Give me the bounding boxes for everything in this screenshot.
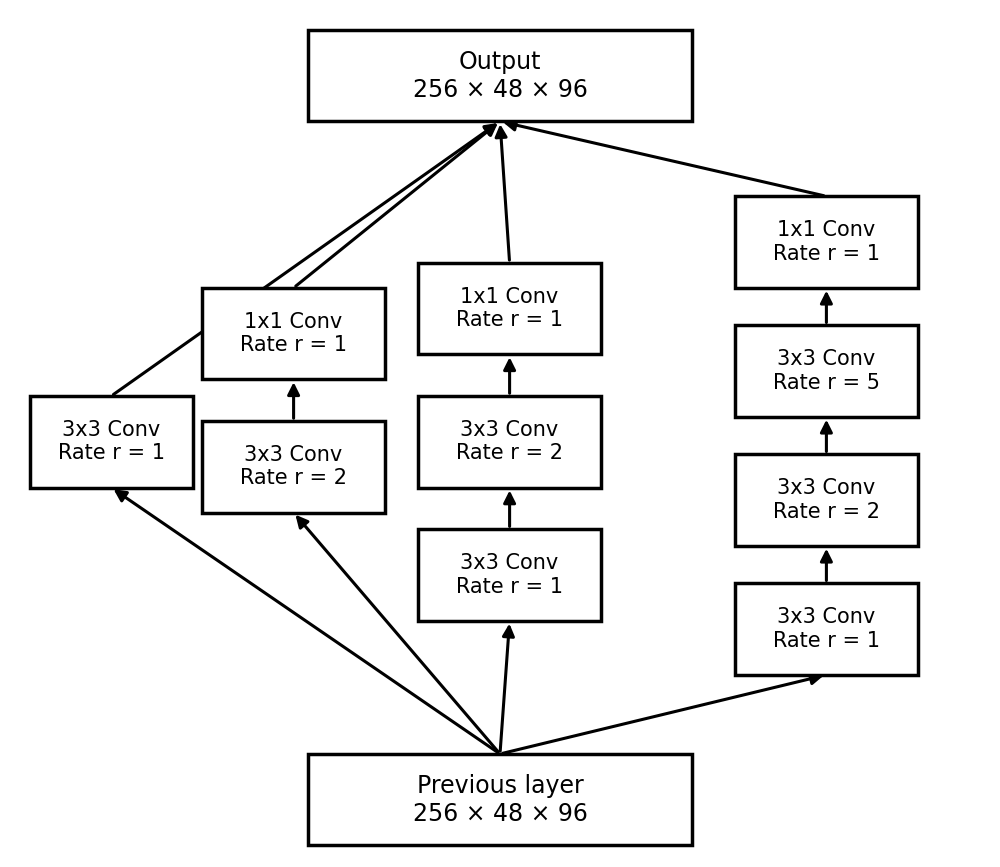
FancyBboxPatch shape [202,421,385,512]
Text: Output
256 × 48 × 96: Output 256 × 48 × 96 [413,49,587,101]
Text: 1x1 Conv
Rate r = 1: 1x1 Conv Rate r = 1 [240,312,347,355]
FancyBboxPatch shape [735,583,918,675]
Text: 3x3 Conv
Rate r = 5: 3x3 Conv Rate r = 5 [773,349,880,393]
FancyBboxPatch shape [735,454,918,546]
Text: 1x1 Conv
Rate r = 1: 1x1 Conv Rate r = 1 [773,220,880,264]
FancyBboxPatch shape [308,754,692,845]
FancyBboxPatch shape [418,396,601,487]
FancyBboxPatch shape [735,325,918,417]
Text: 3x3 Conv
Rate r = 2: 3x3 Conv Rate r = 2 [240,445,347,488]
FancyBboxPatch shape [30,396,193,487]
Text: 3x3 Conv
Rate r = 1: 3x3 Conv Rate r = 1 [773,608,880,651]
Text: 1x1 Conv
Rate r = 1: 1x1 Conv Rate r = 1 [456,287,563,330]
Text: 3x3 Conv
Rate r = 2: 3x3 Conv Rate r = 2 [456,420,563,464]
FancyBboxPatch shape [418,529,601,621]
FancyBboxPatch shape [308,29,692,121]
Text: 3x3 Conv
Rate r = 1: 3x3 Conv Rate r = 1 [58,420,165,464]
Text: Previous layer
256 × 48 × 96: Previous layer 256 × 48 × 96 [413,774,587,825]
FancyBboxPatch shape [202,288,385,380]
FancyBboxPatch shape [418,263,601,355]
Text: 3x3 Conv
Rate r = 2: 3x3 Conv Rate r = 2 [773,479,880,522]
FancyBboxPatch shape [735,196,918,288]
Text: 3x3 Conv
Rate r = 1: 3x3 Conv Rate r = 1 [456,553,563,596]
